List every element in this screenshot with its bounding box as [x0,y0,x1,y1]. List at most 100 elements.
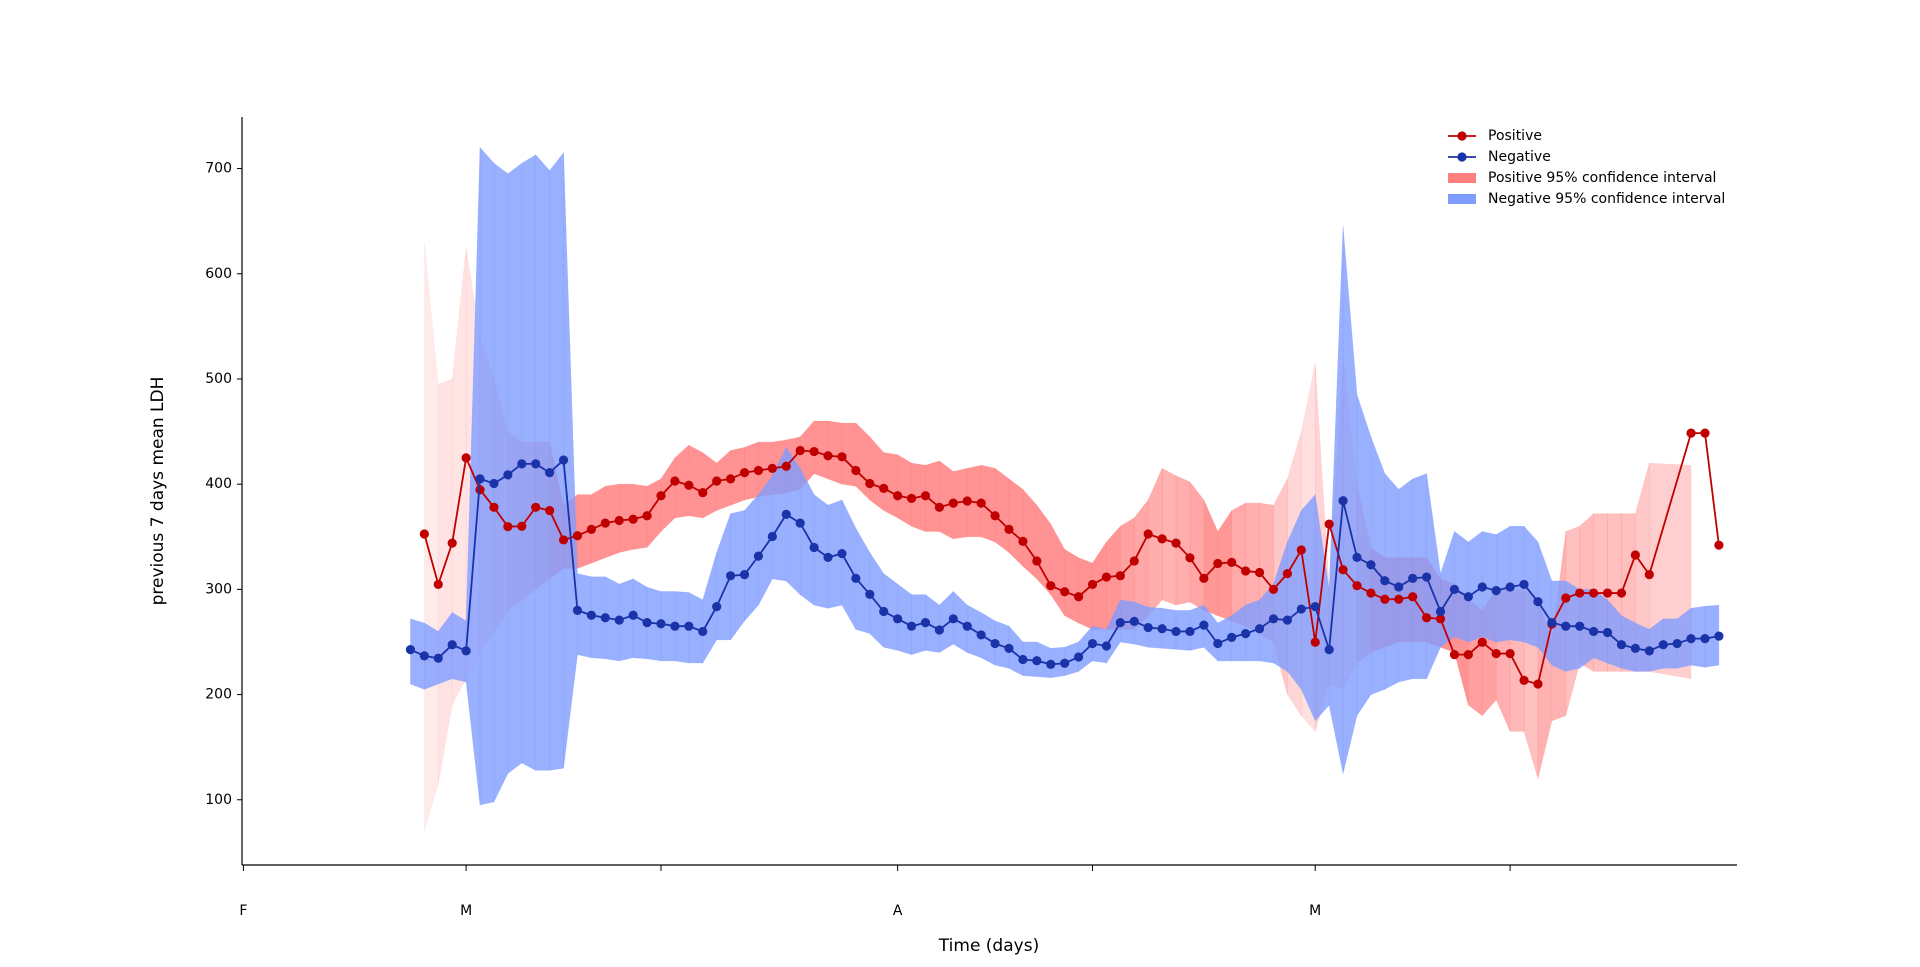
confidence-band [994,467,1010,554]
data-point [1644,570,1654,580]
data-point [1366,560,1376,570]
data-point [461,646,471,656]
data-point [1227,632,1237,642]
data-point [976,498,986,508]
legend-label: Negative 95% confidence interval [1488,191,1725,207]
data-point [642,618,652,628]
y-tick-label: 200 [205,687,232,703]
data-point [1324,519,1334,529]
data-point [489,478,499,489]
data-point [865,589,875,599]
data-point [1310,602,1320,612]
data-point [809,446,819,457]
data-point [600,613,610,623]
data-point [1032,656,1042,666]
data-point [1018,654,1028,665]
data-point [1380,594,1390,604]
data-point [1227,557,1237,567]
data-point [1630,550,1640,560]
data-point [1101,572,1112,582]
data-point [1394,582,1404,592]
data-point [1143,622,1153,633]
legend: Positive Negative Positive 95% confidence … [1448,128,1725,207]
data-point [1575,621,1585,631]
data-point [586,610,596,620]
data-point [1073,592,1084,602]
y-tick-label: 600 [205,266,232,282]
data-point [1658,640,1668,650]
data-point [628,610,638,620]
bands [410,146,1720,832]
data-point [1241,629,1251,639]
data-point [781,461,791,471]
data-point [753,465,764,476]
data-point [1268,584,1279,594]
data-point [461,453,471,463]
x-tick-label: A [893,903,903,919]
legend-patch [1448,173,1476,183]
data-point [503,522,513,532]
data-point [1046,581,1056,591]
data-point [433,579,443,590]
data-point [1435,606,1446,617]
data-point [1046,659,1056,669]
data-point [739,570,750,580]
data-point [962,621,972,631]
data-point [1505,648,1515,659]
data-point [670,621,680,631]
confidence-band [1203,499,1219,617]
data-point [1129,556,1139,566]
confidence-band [702,451,717,519]
data-point [893,614,903,624]
data-point [405,645,416,655]
data-point [684,621,694,631]
data-point [837,548,847,559]
x-tick-label: F [239,903,247,919]
data-point [1282,568,1292,579]
data-point [934,625,944,635]
data-point [628,514,638,524]
data-point [879,483,889,493]
data-point [795,518,805,528]
confidence-band [1022,488,1038,580]
data-point [642,511,652,521]
lines [405,428,1724,689]
legend-label: Positive [1488,128,1542,144]
data-point [1199,620,1209,630]
data-point [1060,587,1070,597]
data-point [1686,634,1696,644]
data-point [656,491,666,501]
confidence-band [1593,588,1608,664]
data-point [698,626,708,637]
data-point [712,476,722,486]
data-point [1463,592,1473,602]
data-point [1561,593,1571,603]
data-point [531,459,541,469]
data-point [1115,571,1125,581]
data-point [1477,637,1487,647]
x-axis-title: Time (days) [938,936,1039,956]
data-point [906,493,917,503]
data-point [1408,592,1418,602]
data-point [558,535,569,545]
data-point [1505,582,1515,592]
data-point [1463,649,1473,660]
legend-marker [1457,152,1467,162]
data-point [670,476,680,486]
data-point [698,487,708,498]
data-point [1616,640,1627,650]
confidence-band [1287,510,1302,691]
data-point [1449,649,1460,660]
data-point [1561,621,1571,631]
data-point [1602,627,1613,638]
data-point [1533,597,1543,607]
confidence-band [1189,481,1205,611]
legend-label: Negative [1488,149,1551,165]
data-point [1338,565,1348,575]
data-point [725,474,736,484]
y-tick-label: 700 [205,161,232,177]
data-point [990,638,1000,649]
data-point [1185,626,1195,637]
x-tick-label: M [1309,903,1321,919]
